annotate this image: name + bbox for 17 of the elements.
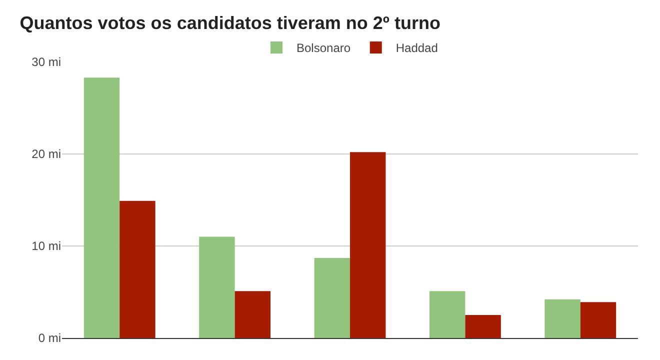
bar <box>199 236 235 338</box>
bar <box>350 152 386 338</box>
bar <box>84 78 120 338</box>
legend-label: Haddad <box>396 41 438 56</box>
chart-title: Quantos votos os candidatos tiveram no 2º turno <box>20 12 440 33</box>
y-tick-label: 20 mi <box>32 147 61 162</box>
bar <box>544 299 580 338</box>
bar <box>429 291 466 338</box>
bar <box>120 200 156 338</box>
y-tick-label: 10 mi <box>32 239 61 254</box>
y-tick-label: 0 mi <box>38 331 61 346</box>
bar <box>234 291 271 338</box>
y-tick-label: 30 mi <box>32 55 61 70</box>
legend-label: Bolsonaro <box>296 41 351 56</box>
bar <box>580 302 616 338</box>
bar <box>314 258 350 338</box>
bar <box>465 315 501 338</box>
